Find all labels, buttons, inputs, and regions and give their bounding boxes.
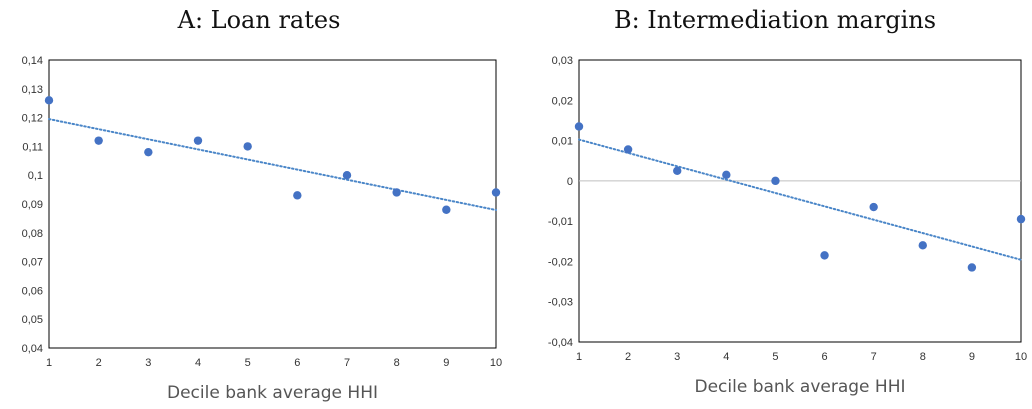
y-tick-label: -0,01	[548, 216, 573, 228]
x-tick-label: 5	[245, 357, 251, 369]
chart-svg: -0,04 -0,03 -0,02 -0,01 0 0,01 0,02 0,03 1 2 3 4 5 6 7…	[548, 55, 1027, 397]
chart-svg: 0,04 0,05 0,06 0,07 0,08 0,09 0,1 0,11 0,12 0,13 0…	[22, 55, 503, 403]
data-point	[392, 188, 401, 197]
data-point	[243, 142, 252, 151]
data-point	[771, 176, 780, 186]
y-tick-label: -0,03	[548, 297, 573, 309]
y-tick-label: 0,01	[552, 136, 573, 148]
data-point	[820, 251, 829, 260]
data-point	[623, 145, 633, 154]
x-tick-label: 7	[871, 351, 877, 363]
data-point	[44, 96, 54, 105]
data-point	[94, 136, 103, 145]
chart-panel-a: A: Loan rates 0,04 0,05 0,06 0,07 0,08 0,09 0,…	[22, 6, 503, 403]
y-tick-label: 0,1	[28, 170, 43, 182]
data-point	[918, 241, 927, 250]
x-tick-label: 10	[1015, 351, 1027, 363]
x-tick-label: 3	[674, 351, 680, 363]
x-tick-label: 3	[145, 357, 151, 369]
x-tick-label: 8	[920, 351, 926, 363]
x-axis-label: Decile bank average HHI	[694, 377, 905, 397]
y-tick-label: 0,13	[22, 84, 43, 96]
chart-title: B: Intermediation margins	[613, 6, 937, 34]
y-tick-label: 0,05	[22, 314, 43, 326]
y-tick-label: 0,12	[22, 113, 43, 125]
x-tick-label: 1	[46, 357, 52, 369]
x-tick-label: 5	[772, 351, 778, 363]
y-tick-label: 0	[567, 176, 573, 188]
x-tick-label: 9	[969, 351, 975, 363]
y-tick-label: -0,02	[548, 256, 573, 268]
data-point	[673, 166, 682, 175]
x-tick-label: 9	[443, 357, 449, 369]
data-point	[293, 191, 302, 200]
data-point	[491, 188, 501, 197]
x-tick-label: 2	[625, 351, 631, 363]
y-tick-label: 0,14	[22, 55, 43, 67]
x-tick-label: 6	[294, 357, 300, 369]
data-point	[442, 205, 451, 214]
x-tick-label: 8	[394, 357, 400, 369]
y-tick-label: -0,04	[548, 337, 573, 349]
y-tick-label: 0,04	[22, 343, 43, 355]
data-point	[967, 263, 977, 272]
y-tick-label: 0,11	[22, 141, 43, 153]
y-tick-label: 0,03	[552, 55, 573, 67]
plot-frame	[578, 59, 1022, 343]
chart-panel-b: B: Intermediation margins -0,04 -0,03 -0,0…	[518, 0, 1032, 409]
y-tick-label: 0,02	[552, 95, 573, 107]
plot-frame	[48, 59, 497, 349]
data-point	[193, 136, 203, 145]
x-tick-label: 10	[490, 357, 502, 369]
trendline	[578, 138, 1022, 261]
data-point	[574, 122, 584, 131]
data-point	[144, 147, 153, 157]
x-tick-label: 6	[821, 351, 827, 363]
x-tick-label: 2	[96, 357, 102, 369]
data-point	[342, 171, 352, 180]
x-axis-label: Decile bank average HHI	[167, 383, 378, 403]
data-point	[1016, 214, 1026, 224]
x-tick-label: 7	[344, 357, 350, 369]
trendline	[48, 118, 497, 212]
data-point	[722, 170, 731, 180]
y-tick-label: 0,09	[22, 199, 43, 211]
chart-title: A: Loan rates	[177, 6, 341, 34]
x-tick-label: 1	[576, 351, 582, 363]
y-tick-label: 0,07	[22, 257, 43, 269]
y-tick-label: 0,08	[22, 228, 43, 240]
x-tick-label: 4	[195, 357, 201, 369]
y-tick-label: 0,06	[22, 285, 43, 297]
data-point	[869, 202, 878, 212]
x-tick-label: 4	[723, 351, 729, 363]
